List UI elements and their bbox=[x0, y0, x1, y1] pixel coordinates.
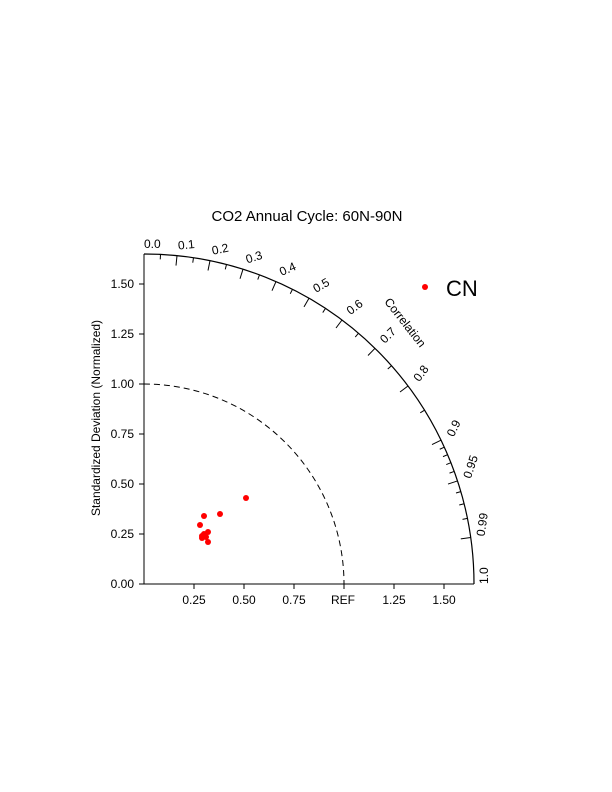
x-tick-label: 0.75 bbox=[282, 593, 306, 607]
y-tick-label: 1.00 bbox=[111, 377, 135, 391]
y-tick-label: 1.25 bbox=[111, 327, 135, 341]
y-tick-label: 0.00 bbox=[111, 577, 135, 591]
ref-label: REF bbox=[331, 593, 355, 607]
legend-label-cn: CN bbox=[446, 276, 478, 301]
correlation-tick bbox=[446, 462, 452, 466]
correlation-tick bbox=[431, 439, 442, 445]
correlation-tick bbox=[399, 385, 409, 393]
correlation-tick bbox=[442, 454, 448, 458]
correlation-tick bbox=[354, 332, 359, 338]
correlation-tick bbox=[207, 260, 211, 271]
correlation-tick bbox=[419, 409, 425, 414]
y-axis-label: Standardized Deviation (Normalized) bbox=[89, 320, 103, 516]
correlation-tick-label: 0.7 bbox=[377, 324, 399, 346]
correlation-tick bbox=[239, 269, 244, 279]
correlation-tick bbox=[224, 264, 227, 270]
correlation-tick-label: 0.6 bbox=[344, 296, 366, 317]
y-tick-label: 1.50 bbox=[111, 277, 135, 291]
correlation-tick bbox=[271, 281, 277, 291]
data-point bbox=[199, 535, 205, 541]
correlation-tick bbox=[303, 297, 310, 308]
data-points-layer bbox=[197, 495, 249, 545]
correlation-tick bbox=[322, 308, 326, 313]
data-point bbox=[201, 513, 207, 519]
correlation-tick bbox=[175, 255, 178, 266]
legend: CN bbox=[422, 276, 478, 301]
y-tick-label: 0.75 bbox=[111, 427, 135, 441]
correlation-tick bbox=[459, 503, 465, 506]
correlation-tick-label: 0.95 bbox=[460, 453, 481, 480]
data-point bbox=[217, 511, 223, 517]
correlation-tick-label: 0.2 bbox=[211, 241, 230, 258]
x-tick-label: 0.25 bbox=[182, 593, 206, 607]
correlation-tick bbox=[289, 289, 293, 294]
correlation-tick-label: 0.3 bbox=[244, 248, 264, 266]
x-tick-label: 1.50 bbox=[432, 593, 456, 607]
y-tick-label: 0.25 bbox=[111, 527, 135, 541]
correlation-arc bbox=[143, 253, 475, 585]
correlation-tick bbox=[439, 446, 445, 450]
correlation-tick bbox=[257, 274, 260, 280]
correlation-tick bbox=[192, 257, 194, 263]
correlation-tick bbox=[460, 536, 471, 540]
y-tick-label: 0.50 bbox=[111, 477, 135, 491]
correlation-tick bbox=[455, 491, 461, 494]
correlation-tick-label: 0.0 bbox=[144, 237, 161, 251]
correlation-tick bbox=[335, 319, 343, 329]
reference-arc bbox=[143, 383, 345, 585]
axes-layer: 0.00 0.25 0.50 0.75 1.00 1.25 1.50 0.25 0.50 0.75… bbox=[111, 237, 491, 607]
chart-title: CO2 Annual Cycle: 60N-90N bbox=[212, 208, 403, 225]
correlation-tick bbox=[387, 365, 392, 370]
correlation-tick-label: 0.5 bbox=[311, 275, 333, 296]
correlation-tick bbox=[462, 517, 468, 520]
correlation-tick-label: 0.8 bbox=[410, 362, 431, 384]
x-tick-label: 0.50 bbox=[232, 593, 256, 607]
data-point bbox=[197, 522, 203, 528]
data-point bbox=[243, 495, 249, 501]
correlation-tick bbox=[449, 470, 455, 474]
legend-marker-cn bbox=[422, 284, 428, 290]
data-point bbox=[205, 539, 211, 545]
correlation-tick bbox=[367, 347, 376, 356]
x-tick-label: 1.25 bbox=[382, 593, 406, 607]
correlation-tick-label: 0.4 bbox=[277, 259, 298, 279]
correlation-tick-label: 0.9 bbox=[444, 417, 464, 438]
correlation-tick-label: 1.0 bbox=[477, 567, 491, 584]
correlation-tick bbox=[447, 480, 458, 485]
correlation-tick-label: 0.99 bbox=[474, 512, 491, 537]
correlation-tick-label: 0.1 bbox=[177, 237, 195, 253]
